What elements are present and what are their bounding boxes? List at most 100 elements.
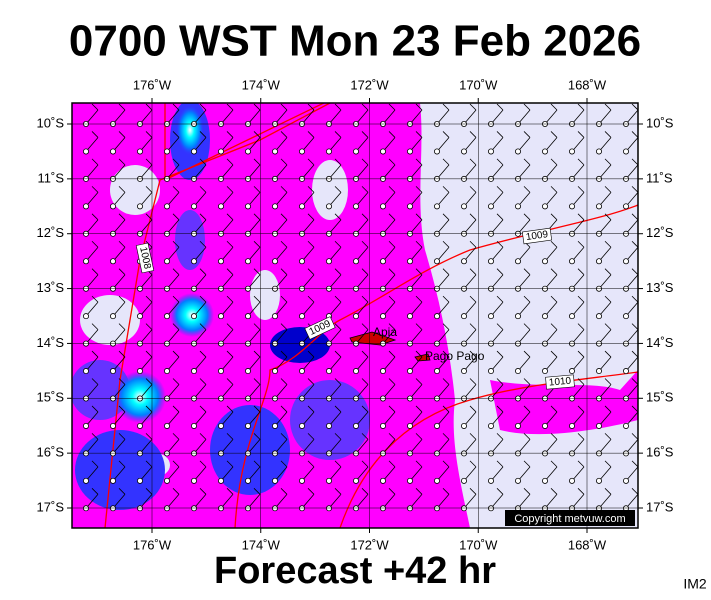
station: [244, 505, 251, 512]
barb-staff: [112, 219, 126, 235]
barb-flag: [550, 295, 558, 303]
lon-label: 170˚W: [459, 77, 498, 92]
station: [244, 313, 251, 320]
station: [596, 148, 603, 155]
barb-flag: [604, 240, 612, 248]
barb-flag: [523, 323, 531, 330]
barb-flag: [361, 488, 369, 495]
station: [190, 450, 197, 457]
barb-staff: [328, 192, 342, 207]
station: [569, 313, 576, 320]
barb-staff: [301, 164, 315, 180]
barb-flag: [631, 405, 638, 413]
barb-staff: [598, 384, 612, 399]
barb-flag: [280, 350, 288, 358]
barb-flag: [253, 488, 261, 495]
lat-label: 16˚S: [646, 445, 674, 460]
station: [433, 203, 440, 210]
barb-flag: [604, 158, 612, 166]
station: [110, 258, 117, 265]
barb-flag: [469, 103, 477, 111]
barb-staff: [193, 246, 207, 262]
barb-flag: [118, 240, 126, 248]
barb-staff: [571, 329, 585, 344]
barb-staff: [139, 301, 153, 317]
barb-flag: [172, 213, 180, 221]
graticule: [72, 103, 638, 528]
barb-staff: [193, 109, 207, 125]
station: [542, 422, 549, 429]
barb-flag: [442, 131, 450, 138]
barb-staff: [598, 164, 612, 180]
barb-staff: [193, 301, 207, 317]
barb-staff: [166, 164, 180, 180]
lat-label: 15˚S: [37, 390, 65, 405]
station: [379, 422, 386, 429]
barb-flag: [253, 295, 261, 303]
barb-flag: [307, 186, 315, 193]
barb-flag: [118, 158, 126, 166]
barb-staff: [139, 466, 153, 482]
barb-flag: [226, 460, 234, 468]
barb-staff: [436, 219, 450, 235]
station: [542, 477, 549, 484]
station: [325, 505, 332, 512]
barb-staff: [382, 494, 396, 509]
barb-staff: [382, 411, 396, 427]
barb-flag: [226, 350, 234, 358]
station: [325, 422, 332, 429]
station: [217, 422, 224, 429]
barb-staff: [355, 192, 369, 207]
lon-label: 168˚W: [568, 77, 607, 92]
barb-flag: [334, 158, 342, 166]
barb-flag: [280, 378, 288, 385]
barb-staff: [166, 246, 180, 262]
barb-flag: [631, 213, 638, 221]
barb-staff: [544, 356, 558, 372]
lat-label: 10˚S: [37, 115, 65, 130]
barb-flag: [442, 213, 450, 221]
barb-flag: [361, 268, 369, 275]
barb-staff: [220, 494, 234, 509]
station: [379, 203, 386, 210]
barb-staff: [598, 356, 612, 372]
image-id: IM2: [683, 576, 707, 592]
lon-label: 172˚W: [350, 77, 389, 92]
barb-flag: [280, 268, 288, 275]
barb-flag: [631, 323, 638, 330]
station: [352, 313, 359, 320]
barb-flag: [550, 268, 558, 275]
barb-flag: [442, 350, 450, 358]
barb-flag: [280, 213, 288, 221]
barb-staff: [625, 494, 638, 509]
station: [379, 258, 386, 265]
barb-staff: [625, 219, 638, 235]
station: [298, 422, 305, 429]
barb-staff: [355, 137, 369, 152]
barb-flag: [361, 295, 369, 303]
barb-flag: [523, 405, 531, 413]
station: [325, 368, 332, 375]
barb-flag: [172, 378, 180, 385]
barb-staff: [490, 219, 504, 235]
barb-staff: [139, 192, 153, 207]
station: [379, 477, 386, 484]
barb-flag: [253, 460, 261, 468]
barb-flag: [253, 186, 261, 193]
station: [569, 203, 576, 210]
barb-flag: [91, 103, 99, 111]
station: [325, 477, 332, 484]
barb-staff: [409, 411, 423, 427]
station: [244, 477, 251, 484]
barb-staff: [463, 384, 477, 399]
barb-staff: [463, 192, 477, 207]
station: [136, 313, 143, 320]
barb-flag: [361, 378, 369, 385]
barb-flag: [226, 240, 234, 248]
barb-staff: [328, 329, 342, 344]
barb-flag: [631, 488, 638, 495]
station: [244, 258, 251, 265]
barb-staff: [571, 109, 585, 125]
barb-staff: [490, 164, 504, 180]
barb-staff: [112, 109, 126, 125]
